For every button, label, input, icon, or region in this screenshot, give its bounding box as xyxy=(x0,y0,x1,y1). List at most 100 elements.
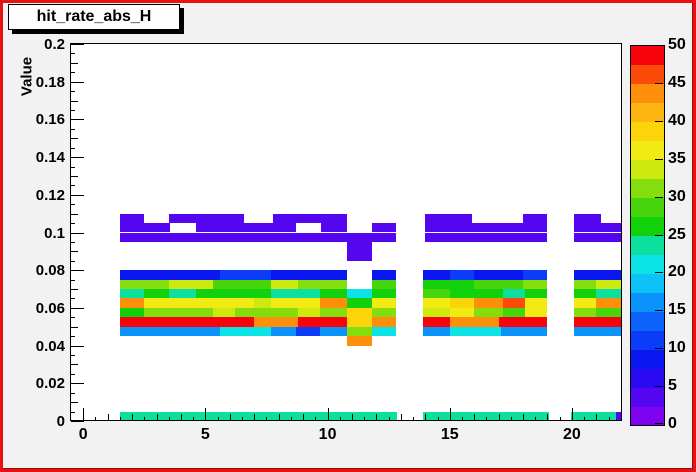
heatmap-cell xyxy=(574,289,597,299)
heatmap-cell xyxy=(347,298,372,308)
color-scale-tick-label: 30 xyxy=(668,187,686,205)
color-scale-tick-label: 25 xyxy=(668,225,686,243)
heatmap-cell xyxy=(272,213,348,224)
y-tick xyxy=(71,383,84,385)
heatmap-cell xyxy=(449,317,499,327)
x-tick xyxy=(474,414,476,421)
x-tick xyxy=(351,414,353,421)
color-scale-band xyxy=(631,64,664,85)
color-scale-tick xyxy=(655,423,663,424)
y-tick xyxy=(71,279,75,281)
color-scale-band xyxy=(631,349,664,369)
heatmap-cell xyxy=(168,289,196,299)
heatmap-cell xyxy=(220,270,272,280)
x-tick xyxy=(327,408,329,421)
heatmap-cell xyxy=(523,279,548,290)
heatmap-cell xyxy=(168,213,245,224)
color-scale-band xyxy=(631,254,664,274)
color-scale-tick-label: 20 xyxy=(668,263,686,281)
heatmap-cell xyxy=(371,326,396,337)
color-scale-tick xyxy=(655,196,663,198)
heatmap-cell xyxy=(449,298,475,308)
x-tick xyxy=(449,408,451,421)
y-tick xyxy=(71,128,75,130)
x-tick xyxy=(144,417,146,421)
color-scale xyxy=(630,45,665,426)
y-tick xyxy=(71,175,78,177)
y-tick xyxy=(71,270,84,272)
y-tick xyxy=(71,147,75,149)
heatmap-cell xyxy=(347,336,372,346)
heatmap-cell xyxy=(234,307,299,318)
heatmap-cell xyxy=(212,307,235,318)
color-scale-band xyxy=(631,178,664,199)
heatmap-cell xyxy=(523,213,548,224)
heatmap-cell xyxy=(474,279,524,290)
y-tick xyxy=(71,260,75,262)
color-scale-band xyxy=(631,368,664,388)
heatmap-cell xyxy=(119,298,145,308)
color-scale-tick xyxy=(655,158,663,160)
x-tick xyxy=(510,417,512,421)
heatmap-cell xyxy=(449,307,475,318)
heatmap-cell xyxy=(195,223,296,233)
heatmap-cell xyxy=(320,289,348,299)
heatmap-cell xyxy=(498,317,548,327)
y-tick-label: 0.2 xyxy=(44,36,65,53)
heatmap-cell xyxy=(503,298,526,308)
color-scale-tick xyxy=(655,386,663,388)
y-tick-label: 0.06 xyxy=(35,299,65,317)
y-tick xyxy=(71,185,75,187)
heatmap-cell xyxy=(371,279,396,290)
y-tick xyxy=(71,317,75,319)
y-tick xyxy=(71,72,75,74)
heatmap-cell xyxy=(144,289,169,299)
y-tick-label: 0.04 xyxy=(35,337,65,355)
y-tick xyxy=(71,402,78,404)
color-scale-tick xyxy=(655,82,663,84)
y-tick xyxy=(71,345,84,347)
color-scale-tick xyxy=(655,348,663,350)
heatmap-cell xyxy=(525,289,548,299)
color-scale-tick-label: 15 xyxy=(668,301,686,319)
heatmap-cell xyxy=(570,411,616,421)
x-tick xyxy=(498,414,500,421)
heatmap-cell xyxy=(320,307,348,318)
y-tick xyxy=(71,53,75,55)
color-scale-band xyxy=(631,197,664,218)
x-tick xyxy=(266,417,268,421)
x-tick xyxy=(584,417,586,421)
y-tick xyxy=(71,307,84,309)
heatmap-cell xyxy=(574,326,621,337)
heatmap-cell xyxy=(503,289,526,299)
heatmap-cell xyxy=(449,270,475,280)
color-scale-band xyxy=(631,311,664,331)
heatmap-cell xyxy=(574,213,602,224)
color-scale-band xyxy=(631,102,664,123)
x-tick xyxy=(437,417,439,421)
heatmap-cell xyxy=(168,279,213,290)
y-tick-label: 0.12 xyxy=(35,186,65,204)
y-tick xyxy=(71,44,84,45)
color-scale-band xyxy=(631,235,664,255)
y-tick xyxy=(71,392,75,394)
x-tick xyxy=(364,417,366,421)
x-tick xyxy=(559,417,561,421)
heatmap-cell xyxy=(574,298,597,308)
x-tick xyxy=(132,414,134,421)
y-tick xyxy=(71,373,75,375)
heatmap-cell xyxy=(371,270,396,280)
x-tick xyxy=(254,414,256,421)
heatmap-cell xyxy=(474,307,504,318)
y-tick xyxy=(71,62,78,64)
y-tick xyxy=(71,355,75,357)
x-tick xyxy=(156,414,158,421)
color-scale-band xyxy=(631,273,664,293)
color-scale-tick-label: 5 xyxy=(668,377,677,395)
y-tick xyxy=(71,421,84,422)
x-tick xyxy=(180,414,182,421)
heatmap-cell xyxy=(119,223,170,233)
heatmap-cell xyxy=(523,270,548,280)
y-tick xyxy=(71,157,84,159)
color-scale-tick xyxy=(655,234,663,236)
